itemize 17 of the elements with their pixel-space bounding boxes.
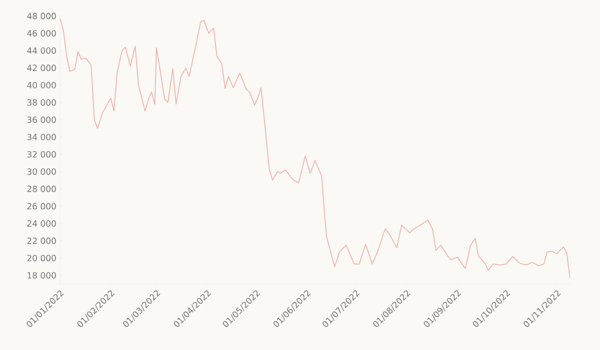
y-tick-label: 24 000	[27, 220, 56, 227]
y-tick-label: 46 000	[27, 30, 56, 37]
y-tick-label: 42 000	[27, 64, 56, 72]
y-tick-label: 26 000	[27, 202, 56, 210]
y-tick-label: 40 000	[27, 82, 56, 88]
y-tick-label: 28 000	[27, 186, 56, 192]
y-tick-label: 32 000	[27, 151, 56, 158]
line-series	[60, 18, 570, 280]
y-tick-label: 20 000	[27, 254, 56, 262]
y-tick-label: 18 000	[28, 272, 56, 279]
y-tick-label: 48 000	[27, 12, 56, 20]
y-tick-label: 34 000	[27, 134, 56, 140]
y-tick-label: 38 000	[27, 99, 56, 106]
y-tick-label: 30 000	[27, 168, 56, 175]
y-tick-label: 22 000	[27, 238, 56, 244]
y-tick-label: 44 000	[27, 47, 56, 54]
y-tick-label: 36 000	[27, 116, 56, 123]
